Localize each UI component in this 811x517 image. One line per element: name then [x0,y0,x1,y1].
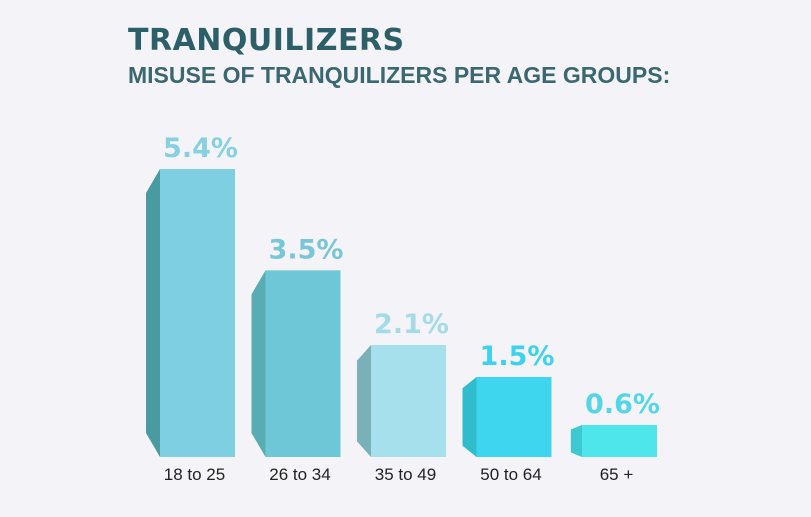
bar-4 [476,377,552,457]
category-label-2: 26 to 34 [269,465,330,484]
category-label-1: 18 to 25 [164,465,225,484]
bar-group-4: 1.5% 50 to 64 [462,341,555,484]
category-label-4: 50 to 64 [480,465,541,484]
bar-group-5: 0.6% 65 + [570,389,660,484]
value-label-1: 5.4% [163,133,238,164]
value-label-3: 2.1% [374,309,449,340]
bar-5 [582,425,657,457]
bar-side-5 [570,425,582,457]
value-label-5: 0.6% [585,389,660,420]
category-label-3: 35 to 49 [375,465,436,484]
bar-side-2 [251,270,266,457]
bar-side-4 [462,377,477,457]
value-label-4: 1.5% [480,341,555,372]
bar-side-3 [357,345,371,457]
bar-side-1 [146,169,160,457]
chart-subtitle: MISUSE OF TRANQUILIZERS PER AGE GROUPS: [128,62,671,88]
value-label-2: 3.5% [269,234,344,265]
chart-title: TRANQUILIZERS [128,23,405,58]
bar-1 [160,169,235,457]
bar-2 [265,270,341,457]
bar-group-1: 5.4% 18 to 25 [146,133,238,484]
bar-3 [371,345,446,457]
category-label-5: 65 + [600,465,634,484]
bar-group-2: 3.5% 26 to 34 [251,234,344,484]
bar-group-3: 2.1% 35 to 49 [357,309,449,484]
